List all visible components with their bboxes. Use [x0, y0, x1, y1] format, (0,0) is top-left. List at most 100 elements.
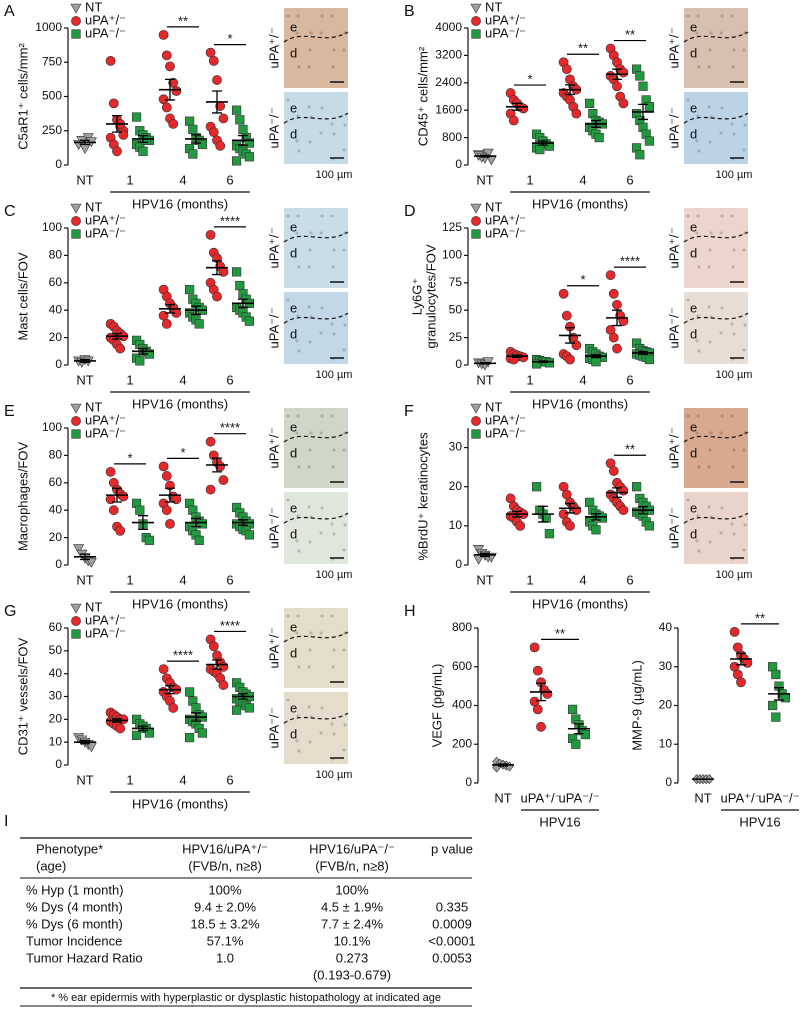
- data-point: [729, 626, 740, 637]
- table-cell: 7.7 ± 2.4%: [321, 916, 384, 931]
- data-point: [767, 700, 778, 711]
- x-tick-label: uPA⁻/⁻: [559, 790, 600, 805]
- data-point: [232, 705, 242, 715]
- cell: [307, 265, 311, 269]
- cell: [730, 214, 734, 218]
- data-point: [185, 687, 195, 697]
- y-tick-label: 30: [49, 689, 63, 703]
- epidermis-boundary: [683, 431, 749, 443]
- y-tick-label: 600: [452, 659, 472, 673]
- scale-label: 100 µm: [716, 169, 753, 181]
- legend-label: uPA⁺/⁻: [485, 412, 526, 427]
- cell: [707, 265, 711, 269]
- cell: [743, 123, 747, 127]
- cell: [743, 323, 747, 327]
- cell: [296, 114, 300, 118]
- sem-bar: [80, 739, 90, 745]
- sem-bar: [480, 552, 490, 558]
- legend-marker: [71, 429, 81, 439]
- sem-bar: [80, 139, 90, 146]
- cell: [342, 548, 346, 552]
- cell: [295, 739, 299, 743]
- x-tick-label: NT: [76, 172, 93, 187]
- cell: [343, 723, 347, 727]
- table-cell: 0.0053: [432, 950, 472, 965]
- cell: [696, 314, 700, 318]
- cell: [719, 231, 723, 235]
- sem-bar: [612, 309, 622, 327]
- micrograph: [684, 292, 748, 364]
- panel-letter: G: [4, 603, 16, 620]
- sem-bar: [538, 360, 548, 364]
- x-axis-label: HPV16 (months): [132, 196, 228, 211]
- layer-label: e: [290, 501, 297, 516]
- scale-label: 100 µm: [316, 169, 353, 181]
- y-axis-label: MMP-9 (µg/mL): [629, 660, 644, 751]
- y-tick-label: 40: [659, 620, 673, 634]
- cell: [297, 65, 301, 69]
- cell: [330, 614, 334, 618]
- table-header: (FVB/n, n≥8): [315, 858, 389, 873]
- x-tick-label: 6: [626, 572, 633, 587]
- data-point: [771, 712, 781, 722]
- data-point: [544, 141, 554, 151]
- data-point: [132, 730, 142, 740]
- significance-label: *: [127, 450, 132, 465]
- data-point: [561, 310, 572, 321]
- cell: [309, 231, 313, 235]
- sem-bar: [565, 84, 575, 96]
- cell: [732, 448, 736, 452]
- x-tick-label: NT: [476, 372, 493, 387]
- micrograph-label: uPA⁺/⁻: [266, 428, 281, 469]
- layer-label: d: [290, 45, 297, 60]
- legend-marker: [71, 16, 81, 26]
- data-point: [644, 102, 654, 112]
- panel-letter: F: [404, 403, 414, 420]
- cell: [296, 714, 300, 718]
- cell: [342, 748, 346, 752]
- legend-marker: [471, 216, 481, 226]
- y-tick-label: 80: [49, 248, 63, 262]
- cell: [332, 732, 336, 736]
- cell: [719, 331, 723, 335]
- data-point: [531, 482, 542, 492]
- panel-letter: H: [404, 603, 416, 620]
- cell: [297, 265, 301, 269]
- x-tick-label: NT: [476, 172, 493, 187]
- sem-bar: [565, 327, 575, 344]
- data-point: [518, 103, 529, 114]
- x-axis-label: HPV16 (months): [132, 596, 228, 611]
- cell: [695, 539, 699, 543]
- micrograph-label: uPA⁺/⁻: [266, 28, 281, 69]
- epidermis-boundary: [683, 512, 749, 524]
- cell: [707, 305, 711, 309]
- x-axis-label: HPV16 (months): [532, 396, 628, 411]
- data-point: [638, 81, 648, 91]
- cell: [309, 31, 313, 35]
- legend-label: uPA⁻/⁻: [85, 425, 126, 440]
- x-tick-label: 4: [179, 372, 186, 387]
- x-tick-label: 4: [179, 772, 186, 787]
- cell: [695, 231, 699, 235]
- cell: [330, 214, 334, 218]
- data-point: [218, 475, 229, 485]
- sem-bar: [212, 457, 222, 473]
- data-point: [244, 152, 255, 162]
- cell: [332, 248, 336, 252]
- table-cell: 57.1%: [207, 933, 244, 948]
- micrograph-label: uPA⁻/⁻: [266, 308, 281, 349]
- cell: [720, 414, 724, 418]
- layer-label: e: [690, 219, 697, 234]
- scale-label: 100 µm: [716, 569, 753, 581]
- significance-label: *: [580, 272, 585, 287]
- x-axis-label: HPV16 (months): [132, 396, 228, 411]
- data-point: [232, 156, 242, 166]
- cell: [707, 505, 711, 509]
- table-cell: 9.4 ± 2.0%: [194, 899, 257, 914]
- data-point: [584, 497, 595, 507]
- cell: [320, 414, 324, 418]
- cell: [342, 48, 346, 52]
- sem-bar: [238, 298, 248, 309]
- micrograph: [284, 492, 348, 564]
- data-point: [736, 677, 746, 688]
